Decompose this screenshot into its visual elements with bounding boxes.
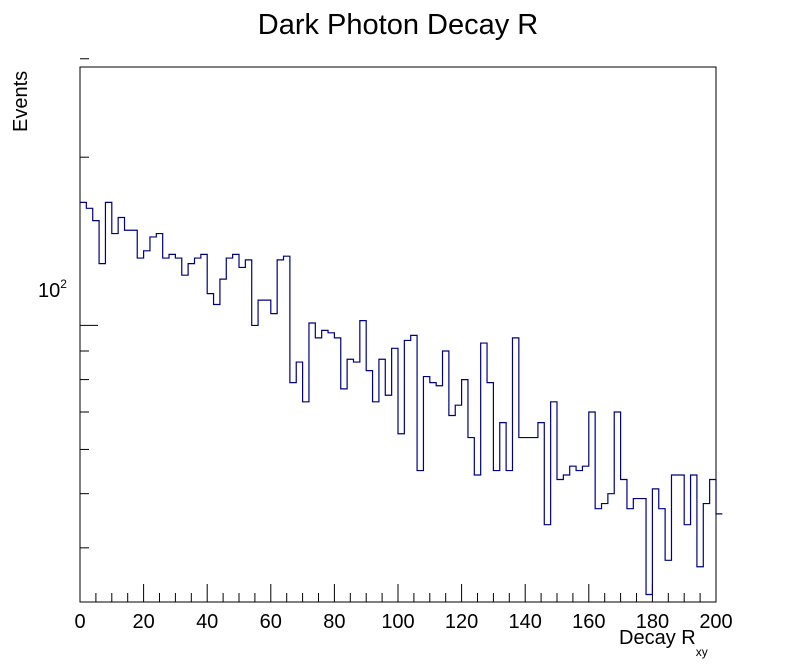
x-axis-tick-labels: 0 20 40 60 80 100 120 140 160 180 200 [74, 611, 732, 633]
x-tick-label: 120 [445, 611, 478, 633]
x-tick-label: 100 [381, 611, 414, 633]
x-tick-label: 0 [74, 611, 85, 633]
y-tick-base: 10 [38, 280, 60, 302]
histogram-series-line [80, 201, 723, 596]
y-tick-exponent: 2 [60, 277, 67, 291]
x-tick-label: 60 [260, 611, 282, 633]
y-tick-label-100: 102 [38, 277, 67, 302]
x-tick-label: 200 [699, 611, 732, 633]
x-tick-label: 80 [323, 611, 345, 633]
x-tick-label: 180 [636, 611, 669, 633]
x-tick-label: 140 [509, 611, 542, 633]
x-axis-ticks [79, 584, 717, 602]
svg-text:102: 102 [38, 277, 67, 302]
x-axis-title-subscript: xy [696, 645, 708, 659]
x-tick-label: 160 [572, 611, 605, 633]
x-tick-label: 40 [196, 611, 218, 633]
plot-frame [79, 66, 717, 603]
x-axis-title: Decay Rxy [619, 627, 708, 659]
x-tick-label: 20 [132, 611, 154, 633]
y-axis-title: Events [10, 71, 32, 132]
y-axis-ticks [80, 58, 98, 549]
chart-title: Dark Photon Decay R [258, 9, 538, 41]
x-axis-title-main: Decay R [619, 627, 696, 649]
